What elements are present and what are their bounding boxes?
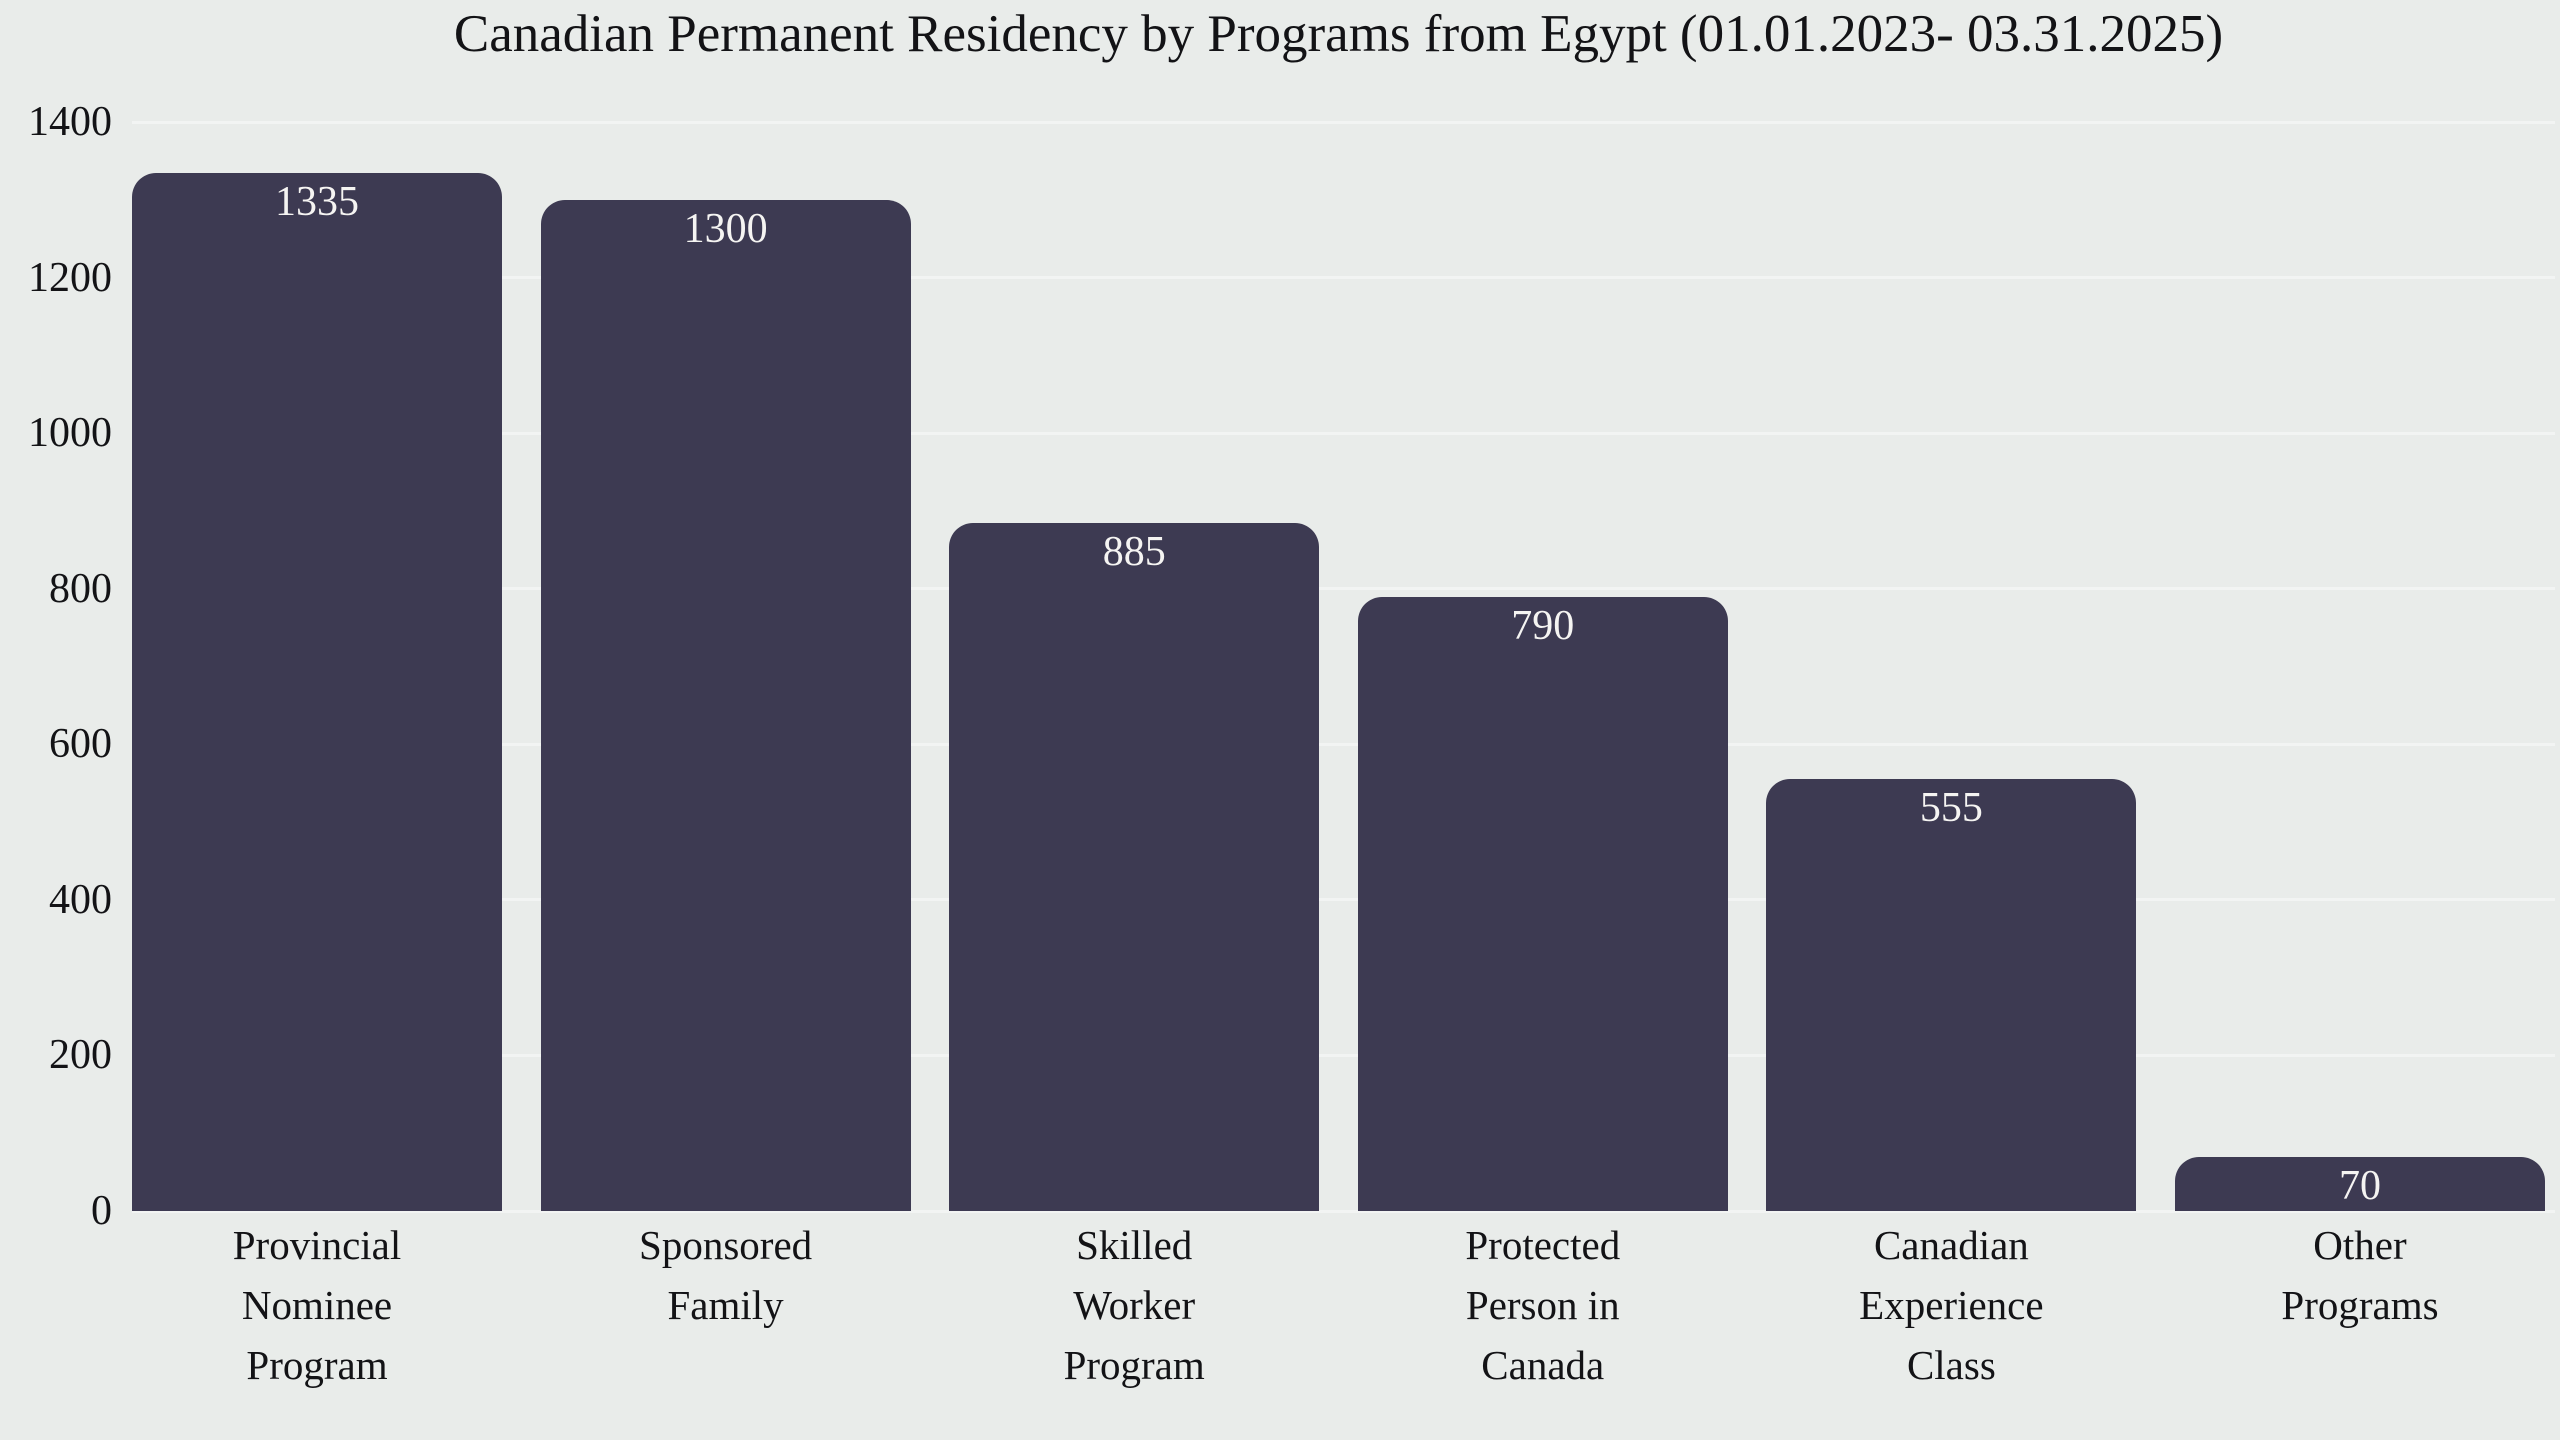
x-tick-label: Canadian Experience Class [1859, 1222, 2044, 1388]
bar-value-label: 790 [1511, 602, 1575, 649]
gridline [132, 1209, 2555, 1213]
chart-title: Canadian Permanent Residency by Programs… [453, 5, 2224, 63]
bar: 70 [2174, 1156, 2545, 1211]
x-tick-label: Provincial Nominee Program [232, 1222, 402, 1388]
gridline [132, 276, 2555, 280]
gridline [132, 120, 2555, 124]
gridline [132, 742, 2555, 746]
bar-value-label: 1300 [683, 205, 768, 252]
gridline [132, 1053, 2555, 1057]
x-tick-label: Sponsored Family [639, 1222, 813, 1328]
bar: 790 [1357, 596, 1728, 1211]
bar: 1335 [132, 172, 502, 1211]
y-tick-label: 1000 [28, 410, 112, 457]
bar-value-label: 70 [2338, 1162, 2381, 1209]
x-tick-label: Protected Person in Canada [1465, 1222, 1621, 1388]
x-tick-label: Skilled Worker Program [1063, 1222, 1205, 1388]
x-axis-labels: Provincial Nominee Program Sponsored Fami… [132, 1215, 2545, 1395]
y-tick-label: 600 [49, 721, 112, 768]
gridline [132, 431, 2555, 435]
x-tick-label: Other Programs [2281, 1222, 2439, 1328]
plot-area: 1335 1300 885 790 555 70 [132, 120, 2555, 1213]
bars-container: 1335 1300 885 790 555 70 [132, 122, 2545, 1211]
bar-value-label: 555 [1919, 785, 1983, 832]
y-tick-label: 800 [49, 565, 112, 612]
y-tick-label: 0 [91, 1188, 112, 1234]
bar: 555 [1766, 779, 2137, 1211]
bar: 885 [949, 522, 1320, 1211]
y-tick-label: 200 [49, 1032, 112, 1079]
gridline [132, 587, 2555, 591]
y-tick-label: 1400 [28, 99, 112, 145]
bar-value-label: 1335 [275, 178, 359, 225]
y-axis-labels: 0 200 400 600 800 1000 1200 1400 [0, 101, 112, 1232]
y-tick-label: 1200 [28, 254, 112, 301]
gridlines [132, 120, 2555, 1213]
bar: 1300 [540, 199, 911, 1211]
bar-value-label: 885 [1102, 528, 1166, 575]
y-tick-label: 400 [49, 876, 112, 923]
gridline [132, 898, 2555, 902]
